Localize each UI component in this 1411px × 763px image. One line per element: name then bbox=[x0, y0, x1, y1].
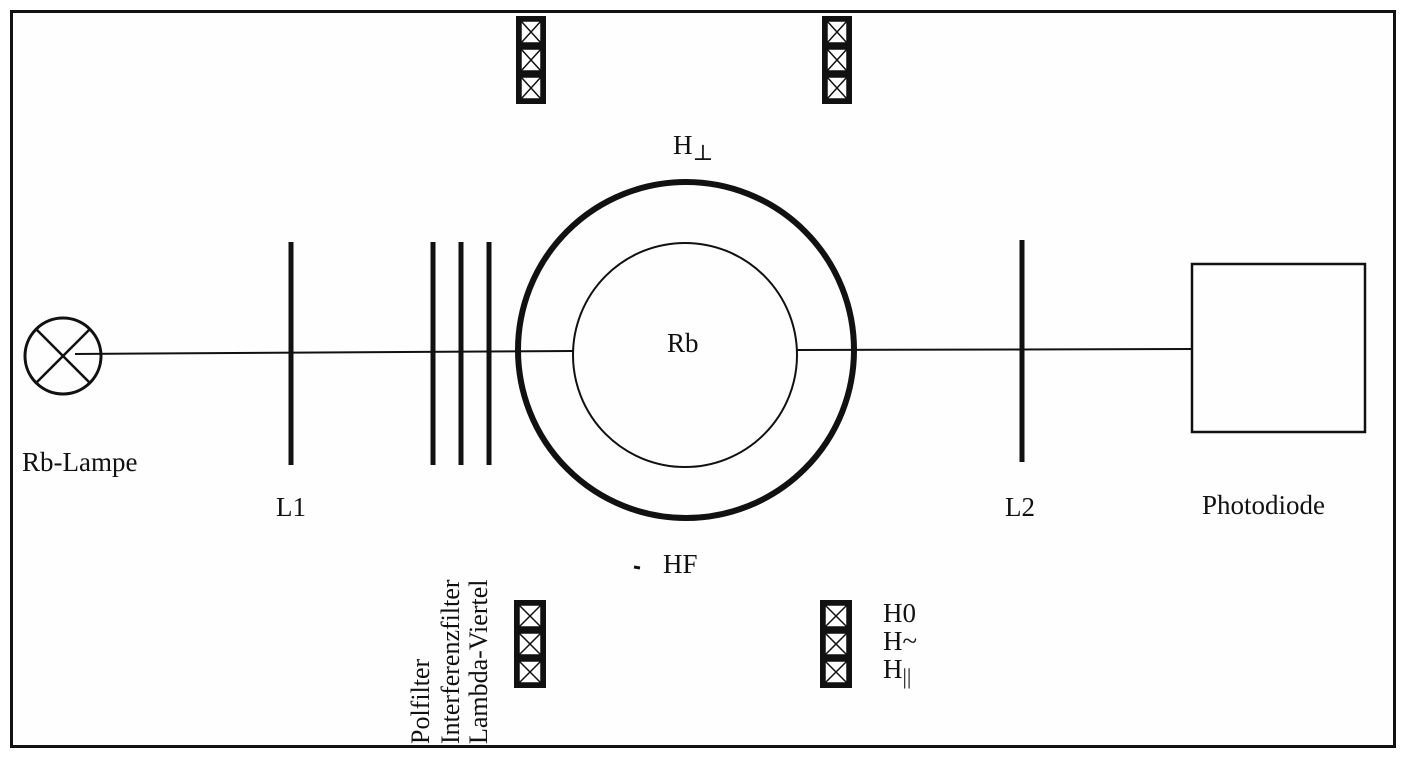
lens-l1-label: L1 bbox=[276, 492, 306, 522]
rb-cell-label: Rb bbox=[667, 328, 699, 358]
coil-h-par-label: H|| bbox=[883, 654, 917, 688]
coil-labels: H0 H~ H|| bbox=[883, 598, 918, 688]
h-perp-sub: ⊥ bbox=[692, 140, 714, 165]
rb-cell bbox=[572, 242, 798, 468]
lamp-label: Rb-Lampe bbox=[22, 447, 138, 477]
coil-h-alt-label: H~ bbox=[883, 626, 918, 656]
polfilter-label: Polfilter bbox=[406, 658, 435, 744]
lambda-viertel-label: Lambda-Viertel bbox=[464, 579, 493, 744]
hf-coil-ring bbox=[515, 179, 857, 521]
coil-h0-label: H0 bbox=[883, 598, 916, 628]
lamp-cross-icon bbox=[23, 316, 103, 396]
h-perp-label: H⊥ bbox=[673, 130, 713, 164]
hf-marker bbox=[633, 565, 641, 570]
optical-axis-left bbox=[74, 350, 574, 355]
hf-label: HF bbox=[663, 549, 698, 579]
optical-axis-right bbox=[796, 348, 1193, 351]
h-perp-base: H bbox=[673, 130, 693, 160]
diagram-frame bbox=[10, 10, 1396, 748]
photodiode-box bbox=[1190, 262, 1367, 434]
photodiode-label: Photodiode bbox=[1202, 490, 1326, 520]
coil-h-par-base: H bbox=[883, 654, 903, 684]
interferenzfilter-label: Interferenzfilter bbox=[436, 579, 465, 744]
coil-cross-icon bbox=[514, 16, 852, 688]
lens-l2-label: L2 bbox=[1005, 492, 1035, 522]
coil-h-par-sub: || bbox=[902, 664, 912, 689]
